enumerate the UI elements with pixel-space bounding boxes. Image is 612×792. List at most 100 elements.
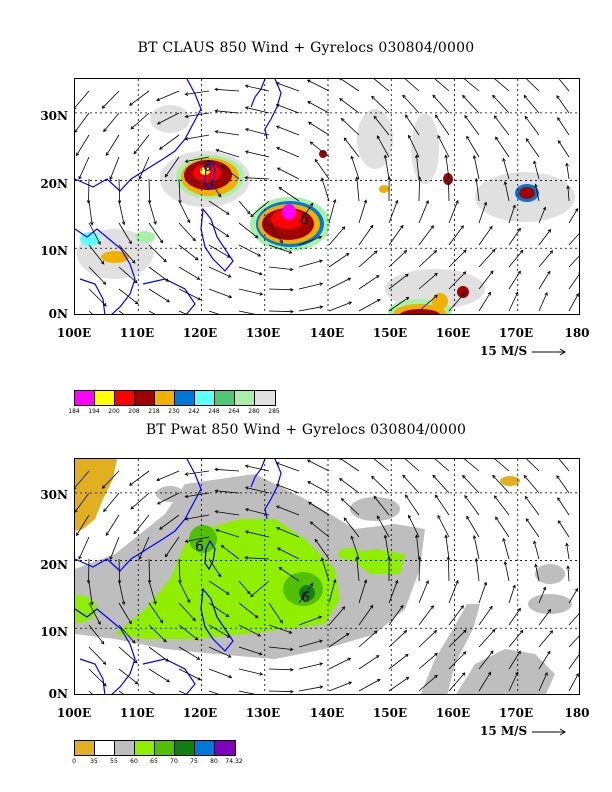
wind-arrow [472,154,480,180]
panel2-ytick-20n: 20N [40,558,68,572]
colorbar-swatch [115,391,135,405]
wind-arrow [568,613,579,626]
wind-arrow [309,141,330,158]
wind-arrow [78,156,90,180]
wind-arrow [538,228,552,246]
wind-arrow [156,90,180,102]
wind-arrow [414,154,420,180]
panel1-wind-vectors [75,79,579,314]
wind-arrow [328,226,346,246]
wind-arrow [402,94,420,114]
wind-arrow [343,137,360,158]
wind-arrow [418,225,434,246]
wind-arrow [75,90,90,110]
wind-arrow [495,516,510,538]
wind-arrow [434,79,450,92]
wind-arrow [238,668,264,676]
wind-arrow [339,478,360,494]
wind-arrow [184,156,210,163]
wind-arrow [493,115,510,136]
panel1-xtick: 150E [372,326,408,340]
wind-arrow [109,536,120,561]
wind-arrow [358,250,378,268]
panel1-ytick-20n: 20N [40,177,68,191]
wind-arrow [178,668,202,681]
wind-arrow [538,630,554,648]
wind-arrow [328,253,350,268]
wind-arrow [418,652,438,670]
colorbar-swatch [135,741,155,755]
wind-arrow [118,244,136,264]
wind-arrow [437,514,450,538]
wind-arrow [148,244,167,263]
wind-arrow [147,178,152,204]
wind-arrow [88,668,107,687]
wind-arrow [118,288,139,305]
wind-arrow [328,301,353,312]
wind-arrow [328,277,352,290]
wind-arrow [156,492,180,505]
wind-arrow [244,84,270,92]
wind-arrow [314,538,330,560]
wind-arrow [215,528,240,538]
wind-arrow [568,233,579,246]
wind-arrow [538,270,551,290]
wind-arrow [508,249,524,268]
wind-arrow [184,536,210,543]
wind-arrow [268,266,294,272]
wind-arrow [355,176,360,202]
wind-arrow [538,291,548,312]
wind-arrow [558,459,570,472]
wind-arrow [178,690,187,694]
panel2-map-svg: 6 6 [75,459,579,694]
wind-arrow [534,563,540,582]
coastline [75,79,282,314]
wind-arrow [298,615,323,626]
wind-arrow [105,514,120,537]
panel2-grid [75,459,579,694]
wind-arrow [208,580,230,595]
wind-arrow [238,288,264,296]
wind-arrow [524,495,540,516]
colorbar-label: 218 [148,408,160,415]
wind-arrow [407,134,420,158]
wind-arrow [238,646,263,656]
cloud-field [77,105,575,314]
wind-arrow [298,582,314,604]
wind-arrow [208,690,220,694]
colorbar-swatch [95,391,115,405]
wind-arrow [461,459,480,472]
wind-arrow [307,101,330,114]
wind-arrow [88,580,94,606]
wind-arrow [376,515,390,538]
panel1-vector-scale-label: 15 M/S [480,344,528,358]
wind-arrow [328,199,337,224]
colorbar-swatch [175,391,195,405]
wind-arrow [478,671,492,692]
wind-arrow [538,608,552,626]
wind-arrow [339,459,360,472]
wind-arrow [275,483,300,494]
colorbar-label: 285 [268,408,280,415]
colorbar-label: 200 [108,408,120,415]
wind-arrow [148,310,156,314]
wind-arrow [88,288,107,307]
wind-arrow [238,580,251,595]
wind-arrow [118,624,136,644]
panel1-colorbar [74,390,276,406]
wind-arrow [184,470,210,476]
wind-arrow [402,474,420,494]
wind-arrow [208,200,230,215]
panel2-xtick: 110E [119,706,155,720]
wind-arrow [508,227,521,246]
wind-arrow [244,508,270,516]
wind-arrow [343,517,360,538]
colorbar-swatch [195,741,215,755]
wind-arrow [448,271,467,290]
wind-arrow [568,673,579,692]
wind-arrow [88,222,101,245]
wind-arrow [444,154,450,180]
wind-arrow [164,536,180,558]
wind-arrow [388,604,404,626]
wind-arrow [250,580,270,598]
